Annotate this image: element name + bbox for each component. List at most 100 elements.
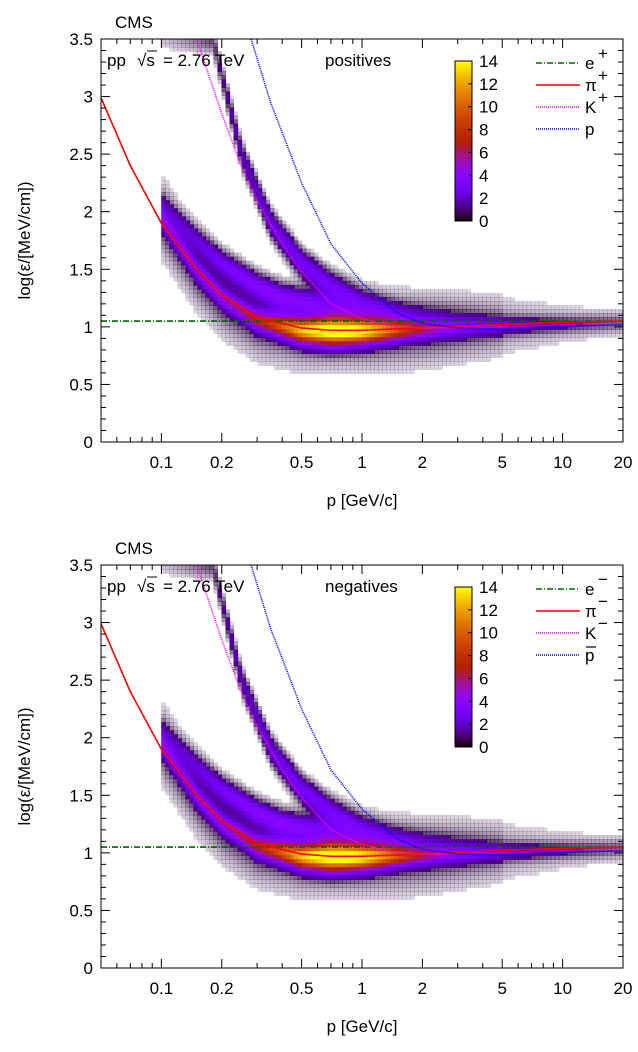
heatmap-cell (362, 305, 367, 310)
heatmap-cell (398, 329, 403, 334)
heatmap-cell (374, 871, 379, 876)
heatmap-cell (342, 799, 347, 804)
heatmap-cell (350, 341, 355, 346)
heatmap-cell (326, 791, 331, 796)
heatmap-cell (366, 353, 371, 358)
heatmap-cell (338, 269, 343, 274)
heatmap-cell (334, 887, 339, 892)
heatmap-cell (225, 325, 230, 330)
heatmap-cell (274, 333, 279, 338)
heatmap-cell (410, 867, 415, 872)
heatmap-cell (306, 879, 311, 884)
heatmap-cell (326, 859, 331, 864)
heatmap-cell (466, 349, 471, 354)
heatmap-cell (169, 569, 174, 574)
heatmap-cell (234, 281, 239, 286)
heatmap-cell (410, 839, 415, 844)
heatmap-cell (197, 241, 202, 246)
heatmap-cell (490, 313, 495, 318)
heatmap-cell (189, 285, 194, 290)
heatmap-cell (326, 337, 331, 342)
heatmap-cell (362, 353, 367, 358)
heatmap-cell (482, 875, 487, 880)
heatmap-cell (290, 807, 295, 812)
heatmap-cell (209, 758, 214, 763)
heatmap-cell (374, 297, 379, 302)
heatmap-cell (551, 305, 556, 310)
heatmap-cell (229, 124, 234, 129)
heatmap-cell (278, 823, 283, 828)
heatmap-cell (246, 265, 251, 270)
heatmap-cell (246, 285, 251, 290)
heatmap-cell (262, 750, 267, 755)
heatmap-cell (298, 301, 303, 306)
heatmap-cell (197, 313, 202, 318)
heatmap-cell (169, 746, 174, 751)
heatmap-cell (205, 847, 210, 852)
heatmap-cell (189, 811, 194, 816)
heatmap-cell (161, 208, 166, 213)
heatmap-cell (185, 771, 190, 776)
heatmap-cell (286, 750, 291, 755)
heatmap-cell (454, 815, 459, 820)
heatmap-cell (234, 855, 239, 860)
heatmap-cell (470, 349, 475, 354)
heatmap-cell (338, 297, 343, 302)
heatmap-cell (418, 289, 423, 294)
heatmap-cell (282, 783, 287, 788)
heatmap-cell (213, 795, 218, 800)
heatmap-cell (503, 871, 508, 876)
heatmap-cell (290, 249, 295, 254)
heatmap-cell (238, 309, 243, 314)
heatmap-cell (193, 297, 198, 302)
heatmap-cell (209, 43, 214, 48)
heatmap-cell (563, 309, 568, 314)
heatmap-cell (234, 799, 239, 804)
heatmap-cell (181, 285, 186, 290)
heatmap-cell (330, 269, 335, 274)
heatmap-cell (310, 779, 315, 784)
sqrt-s-label: √s (137, 51, 155, 70)
heatmap-cell (189, 269, 194, 274)
heatmap-cell (414, 823, 419, 828)
heatmap-cell (294, 883, 299, 888)
heatmap-cell (185, 795, 190, 800)
heatmap-cell (430, 859, 435, 864)
heatmap-cell (234, 783, 239, 788)
heatmap-cell (330, 301, 335, 306)
heatmap-cell (302, 349, 307, 354)
heatmap-cell (221, 795, 226, 800)
heatmap-cell (434, 305, 439, 310)
heatmap-cell (611, 329, 616, 334)
heatmap-cell (306, 823, 311, 828)
heatmap-cell (426, 867, 431, 872)
heatmap-cell (482, 357, 487, 362)
heatmap-cell (294, 887, 299, 892)
heatmap-cell (523, 859, 528, 864)
heatmap-cell (414, 365, 419, 370)
heatmap-cell (169, 216, 174, 221)
heatmap-cell (262, 361, 267, 366)
heatmap-cell (346, 827, 351, 832)
heatmap-cell (201, 289, 206, 294)
heatmap-cell (462, 345, 467, 350)
heatmap-cell (398, 365, 403, 370)
heatmap-cell (286, 758, 291, 763)
heatmap-cell (278, 325, 283, 330)
heatmap-cell (322, 281, 327, 286)
heatmap-cell (386, 305, 391, 310)
heatmap-cell (217, 807, 222, 812)
heatmap-cell (466, 357, 471, 362)
heatmap-cell (270, 883, 275, 888)
heatmap-cell (342, 277, 347, 282)
heatmap-cell (318, 341, 323, 346)
heatmap-cell (330, 891, 335, 896)
heatmap-cell (294, 297, 299, 302)
heatmap-cell (326, 313, 331, 318)
heatmap-cell (531, 313, 536, 318)
heatmap-cell (422, 329, 427, 334)
heatmap-cell (217, 835, 222, 840)
heatmap-cell (338, 281, 343, 286)
heatmap-cell (173, 192, 178, 197)
heatmap-cell (278, 863, 283, 868)
